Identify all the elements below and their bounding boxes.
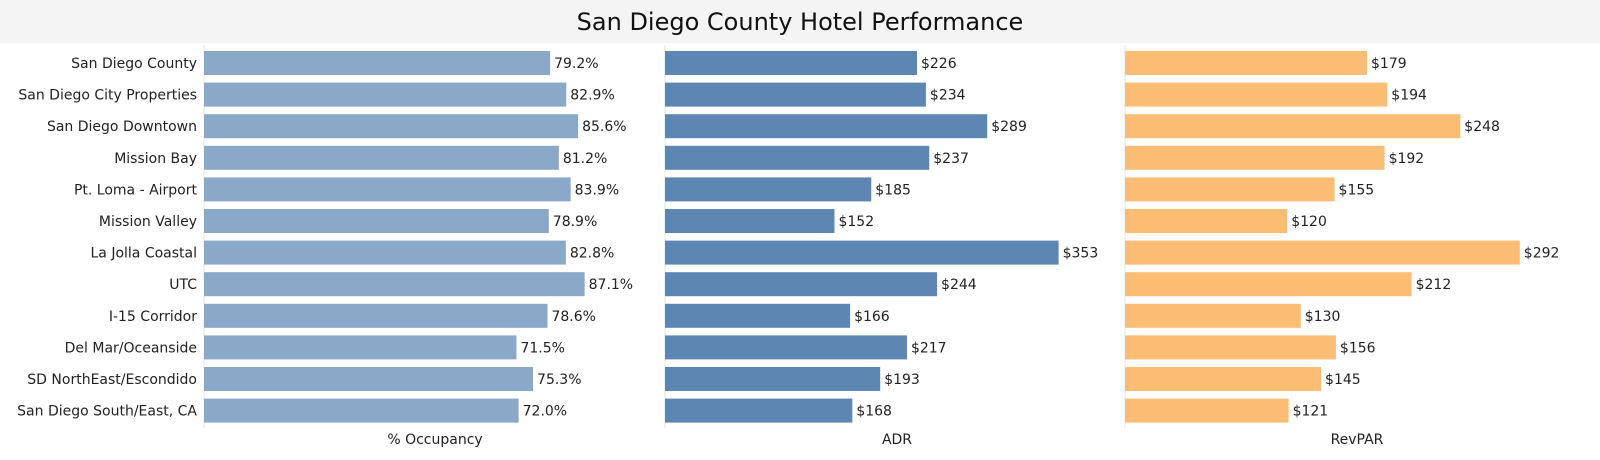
category-label: San Diego City Properties (18, 88, 197, 104)
data-label: 72.0% (523, 404, 567, 420)
axis-label: RevPAR (1331, 432, 1384, 448)
data-label: $226 (921, 56, 957, 72)
data-label: 75.3% (537, 372, 581, 388)
category-label: San Diego County (71, 56, 197, 72)
bar-occupancy (204, 367, 534, 391)
bar-occupancy (204, 398, 519, 423)
bar-adr (665, 240, 1059, 265)
data-label: $353 (1063, 246, 1099, 262)
bar-adr (665, 51, 917, 75)
bar-adr (665, 272, 938, 297)
data-label: $292 (1524, 246, 1560, 262)
data-label: 78.6% (551, 309, 595, 325)
category-label: UTC (169, 277, 197, 293)
bar-occupancy (204, 177, 571, 202)
category-label: Pt. Loma - Airport (74, 182, 198, 198)
bar-occupancy (204, 272, 585, 297)
bar-revpar (1125, 240, 1520, 265)
data-label: $152 (838, 214, 874, 230)
data-label: $168 (856, 404, 892, 420)
category-label: Mission Bay (114, 151, 197, 167)
bar-occupancy (204, 145, 559, 170)
bar-revpar (1125, 209, 1288, 233)
data-label: $121 (1293, 404, 1329, 420)
data-label: 79.2% (554, 56, 598, 72)
data-label: $156 (1340, 340, 1376, 356)
bar-revpar (1125, 303, 1301, 328)
bar-revpar (1125, 145, 1385, 170)
category-label: San Diego Downtown (47, 119, 197, 135)
bar-revpar (1125, 82, 1388, 107)
data-label: $155 (1339, 182, 1375, 198)
category-label: San Diego South/East, CA (17, 404, 197, 420)
bar-occupancy (204, 209, 549, 233)
data-label: $145 (1325, 372, 1361, 388)
bar-occupancy (204, 114, 579, 139)
bar-occupancy (204, 303, 548, 328)
bar-adr (665, 177, 872, 202)
category-label: Del Mar/Oceanside (65, 340, 197, 356)
category-label: I-15 Corridor (109, 309, 197, 325)
data-label: 82.8% (570, 246, 614, 262)
bar-revpar (1125, 51, 1368, 75)
bar-adr (665, 303, 851, 328)
bar-adr (665, 398, 853, 423)
axis-label: % Occupancy (387, 432, 482, 448)
bar-adr (665, 114, 988, 139)
data-label: 78.9% (553, 214, 597, 230)
bar-revpar (1125, 177, 1335, 202)
axis-label: ADR (882, 432, 912, 448)
bar-adr (665, 82, 926, 107)
data-label: $234 (930, 88, 966, 104)
data-label: $193 (884, 372, 920, 388)
data-label: 83.9% (575, 182, 619, 198)
bar-revpar (1125, 335, 1336, 360)
category-label: SD NorthEast/Escondido (27, 372, 197, 388)
data-label: $212 (1416, 277, 1452, 293)
title-bar: San Diego County Hotel Performance (0, 0, 1600, 43)
data-label: 71.5% (520, 340, 564, 356)
bar-occupancy (204, 240, 566, 265)
data-label: $217 (911, 340, 947, 356)
bar-adr (665, 209, 835, 233)
data-label: $237 (933, 151, 969, 167)
data-label: 82.9% (570, 88, 614, 104)
category-label: La Jolla Coastal (90, 246, 197, 262)
data-label: $194 (1391, 88, 1427, 104)
bar-occupancy (204, 51, 551, 75)
data-label: 87.1% (589, 277, 633, 293)
bar-revpar (1125, 398, 1289, 423)
data-label: $248 (1464, 119, 1500, 135)
data-label: $179 (1371, 56, 1407, 72)
bar-adr (665, 335, 907, 360)
chart-title: San Diego County Hotel Performance (576, 7, 1024, 36)
bar-revpar (1125, 367, 1322, 391)
data-label: $120 (1291, 214, 1327, 230)
bar-occupancy (204, 82, 567, 107)
data-label: $185 (875, 182, 911, 198)
data-label: $192 (1389, 151, 1425, 167)
bar-adr (665, 145, 930, 170)
data-label: $244 (941, 277, 977, 293)
bar-revpar (1125, 272, 1412, 297)
bar-occupancy (204, 335, 517, 360)
data-label: 81.2% (563, 151, 607, 167)
bar-revpar (1125, 114, 1461, 139)
data-label: $166 (854, 309, 890, 325)
data-label: $289 (991, 119, 1027, 135)
data-label: $130 (1305, 309, 1341, 325)
bar-adr (665, 367, 881, 391)
data-label: 85.6% (582, 119, 626, 135)
category-label: Mission Valley (99, 214, 197, 230)
